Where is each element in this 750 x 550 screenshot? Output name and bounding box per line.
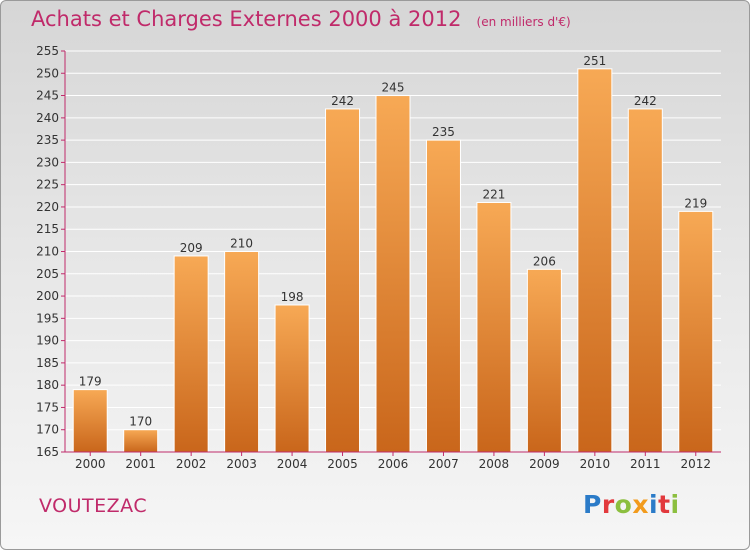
- y-tick-label: 230: [36, 155, 59, 169]
- x-tick-label: 2004: [277, 457, 308, 471]
- bar: [425, 139, 461, 453]
- y-tick-label: 170: [36, 423, 59, 437]
- logo-letter: i: [670, 490, 680, 519]
- y-tick-label: 255: [36, 44, 59, 58]
- bar: [274, 304, 310, 453]
- x-tick-label: 2012: [680, 457, 711, 471]
- bar: [678, 210, 714, 453]
- logo-letter: x: [632, 490, 649, 519]
- y-tick-label: 180: [36, 378, 59, 392]
- data-label: 210: [230, 237, 253, 251]
- y-tick-label: 210: [36, 245, 59, 259]
- y-tick-label: 175: [36, 400, 59, 414]
- data-label: 251: [583, 54, 606, 68]
- logo-letter: P: [583, 490, 602, 519]
- y-tick-label: 215: [36, 222, 59, 236]
- bar: [526, 268, 562, 453]
- data-label: 242: [634, 94, 657, 108]
- bar: [325, 108, 361, 453]
- bar: [627, 108, 663, 453]
- x-tick-label: 2007: [428, 457, 459, 471]
- chart-subtitle: (en milliers d'€): [476, 15, 571, 29]
- y-tick-label: 245: [36, 89, 59, 103]
- logo-letter: t: [658, 490, 671, 519]
- x-tick-label: 2003: [226, 457, 257, 471]
- y-tick-label: 185: [36, 356, 59, 370]
- commune-name: VOUTEZAC: [39, 495, 148, 517]
- data-label: 209: [180, 241, 203, 255]
- x-tick-label: 2000: [75, 457, 106, 471]
- y-tick-label: 240: [36, 111, 59, 125]
- data-label: 206: [533, 254, 556, 268]
- bar: [476, 201, 512, 453]
- x-tick-label: 2005: [327, 457, 358, 471]
- y-tick-label: 200: [36, 289, 59, 303]
- y-tick-label: 225: [36, 178, 59, 192]
- y-tick-label: 250: [36, 66, 59, 80]
- x-tick-label: 2006: [378, 457, 409, 471]
- x-tick-label: 2010: [580, 457, 611, 471]
- y-tick-label: 165: [36, 445, 59, 459]
- data-label: 198: [281, 290, 304, 304]
- logo-letter: o: [614, 490, 633, 519]
- bar: [375, 95, 411, 453]
- x-tick-label: 2008: [479, 457, 510, 471]
- bar: [224, 251, 260, 453]
- y-tick-label: 195: [36, 311, 59, 325]
- chart-title: Achats et Charges Externes 2000 à 2012: [31, 7, 462, 31]
- data-label: 221: [482, 187, 505, 201]
- proxiti-logo: Proxiti: [583, 490, 680, 519]
- data-label: 235: [432, 125, 455, 139]
- bar: [72, 389, 108, 453]
- y-tick-label: 205: [36, 267, 59, 281]
- data-label: 170: [129, 415, 152, 429]
- title-row: Achats et Charges Externes 2000 à 2012 (…: [31, 7, 571, 31]
- x-tick-label: 2001: [125, 457, 156, 471]
- data-label: 219: [684, 196, 707, 210]
- data-label: 179: [79, 375, 102, 389]
- logo-letter: i: [649, 490, 659, 519]
- data-label: 242: [331, 94, 354, 108]
- data-label: 245: [382, 81, 405, 95]
- y-tick-label: 190: [36, 334, 59, 348]
- bar: [577, 68, 613, 453]
- x-tick-label: 2002: [176, 457, 207, 471]
- x-tick-label: 2011: [630, 457, 661, 471]
- y-tick-label: 220: [36, 200, 59, 214]
- bar: [123, 429, 159, 453]
- logo-letter: r: [601, 490, 615, 519]
- bar: [173, 255, 209, 453]
- y-tick-label: 235: [36, 133, 59, 147]
- x-tick-label: 2009: [529, 457, 560, 471]
